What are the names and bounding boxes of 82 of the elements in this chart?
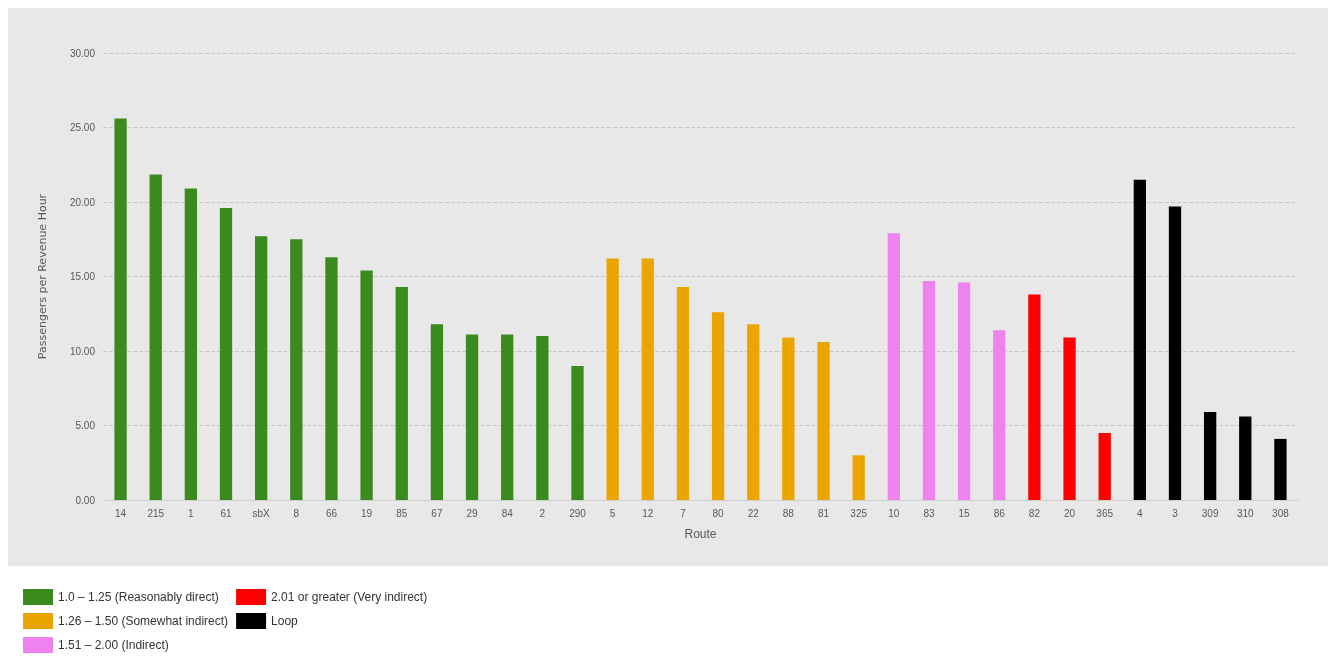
bar	[325, 257, 338, 500]
x-tick-label: 84	[501, 507, 514, 519]
bar	[676, 286, 690, 500]
bar	[290, 239, 303, 500]
bar	[606, 258, 619, 500]
bar	[149, 174, 162, 500]
x-tick-label: 66	[325, 507, 338, 519]
y-tick-label: 15.00	[69, 271, 96, 282]
y-tick-label: 20.00	[69, 196, 96, 208]
x-tick-label: 10	[888, 507, 900, 519]
legend-label: 1.51 – 2.00 (Indirect)	[58, 638, 169, 652]
x-tick-label: 82	[1028, 507, 1041, 519]
x-tick-label: 86	[993, 507, 1006, 519]
bar	[1063, 337, 1076, 500]
x-tick-label: 14	[115, 507, 127, 519]
bar	[887, 233, 900, 500]
x-tick-label: 80	[712, 507, 725, 519]
bar	[1133, 179, 1146, 500]
legend-label: 1.26 – 1.50 (Somewhat indirect)	[58, 614, 229, 628]
x-tick-label: 88	[782, 507, 795, 519]
bar	[1203, 412, 1217, 500]
x-tick-label: 325	[850, 507, 868, 519]
x-tick-label: 4	[1137, 507, 1144, 519]
y-tick-label: 10.00	[69, 345, 96, 357]
bar	[360, 270, 373, 500]
x-tick-label: 7	[680, 507, 687, 519]
bar	[184, 188, 198, 500]
legend-label: 1.0 – 1.25 (Reasonably direct)	[58, 590, 219, 604]
x-tick-label: 215	[147, 507, 165, 519]
bar	[536, 336, 549, 500]
x-tick-label: 290	[569, 507, 587, 519]
x-tick-label: 12	[642, 507, 654, 519]
x-tick-label: sbX	[252, 507, 271, 519]
bar	[852, 455, 865, 500]
x-tick-label: 15	[958, 507, 971, 519]
bar	[1028, 294, 1041, 500]
x-tick-label: 309	[1201, 507, 1219, 519]
bar	[571, 365, 584, 500]
bar	[711, 312, 725, 500]
x-tick-label: 308	[1272, 507, 1290, 519]
y-tick-label: 25.00	[69, 122, 96, 133]
bar	[1168, 206, 1182, 500]
y-tick-label: 0.00	[75, 494, 96, 506]
x-tick-label: 5	[609, 507, 616, 519]
x-tick-label: 20	[1063, 507, 1076, 519]
bar	[219, 207, 233, 500]
bar	[395, 286, 408, 500]
bar	[1239, 416, 1252, 500]
bar	[501, 334, 514, 500]
y-tick-label: 5.00	[75, 420, 96, 431]
bar	[817, 342, 830, 500]
x-tick-label: 81	[817, 507, 830, 519]
bar	[114, 118, 127, 500]
x-tick-label: 22	[747, 507, 760, 519]
bar	[782, 337, 795, 500]
bar	[957, 282, 971, 500]
x-tick-label: 2	[539, 507, 546, 519]
bar	[465, 334, 479, 500]
bar	[641, 258, 654, 500]
x-tick-label: 3	[1172, 507, 1179, 519]
bar	[255, 236, 268, 500]
x-tick-label: 310	[1236, 507, 1255, 519]
x-tick-label: 61	[220, 507, 233, 519]
y-axis-title: Passengers per Revenue Hour	[36, 193, 49, 360]
bar	[993, 330, 1006, 500]
x-tick-label: 83	[923, 507, 935, 519]
bar	[430, 324, 444, 500]
x-tick-label: 67	[431, 507, 443, 519]
x-tick-label: 19	[361, 507, 373, 519]
x-tick-label: 85	[396, 507, 408, 519]
bar	[747, 324, 760, 500]
x-axis-title: Route	[684, 527, 717, 541]
bar	[1274, 438, 1287, 500]
x-tick-label: 365	[1096, 507, 1114, 519]
y-tick-label: 30.00	[69, 47, 96, 59]
x-tick-label: 1	[188, 507, 195, 519]
x-tick-label: 8	[293, 507, 300, 519]
bar	[1098, 432, 1111, 500]
legend-label: Loop	[271, 614, 299, 628]
bar	[922, 280, 936, 500]
legend-label: 2.01 or greater (Very indirect)	[271, 590, 428, 604]
x-tick-label: 29	[466, 507, 479, 519]
